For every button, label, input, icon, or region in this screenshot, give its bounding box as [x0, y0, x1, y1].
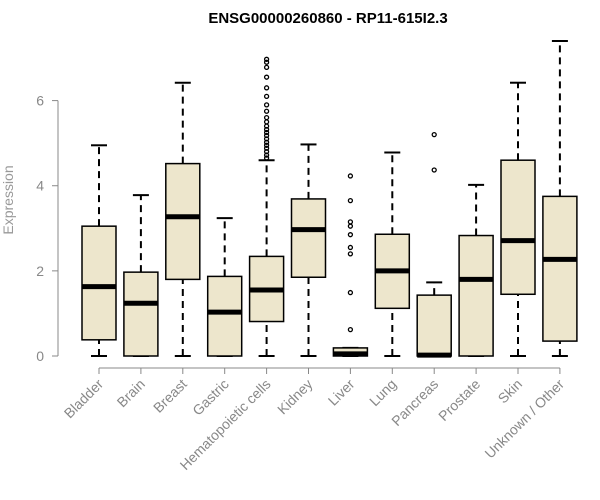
- box-liver: [332, 173, 369, 357]
- outlier-point: [347, 197, 354, 204]
- outlier-point: [431, 131, 437, 138]
- outlier-point: [347, 326, 354, 333]
- iqr-box: [542, 195, 578, 342]
- y-axis: 0 2 4 6: [36, 93, 59, 364]
- outlier-point: [347, 173, 354, 179]
- outlier-point: [263, 142, 270, 148]
- box-brain: [123, 194, 159, 357]
- outlier-point: [263, 102, 270, 108]
- x-tick-label: Bladder: [61, 376, 107, 422]
- x-tick-label: Prostate: [435, 376, 483, 424]
- outlier-point: [263, 155, 270, 161]
- y-tick-label: 2: [36, 263, 44, 279]
- box-breast: [165, 81, 201, 357]
- outlier-point: [263, 59, 270, 65]
- chart-title: ENSG00000260860 - RP11-615I2.3: [208, 10, 447, 27]
- outlier-point: [347, 219, 354, 225]
- x-tick-label: Unknown / Other: [481, 376, 567, 462]
- outlier-point: [347, 232, 354, 238]
- outlier-point: [347, 251, 354, 257]
- box-hematopoietic-cells: [248, 56, 285, 357]
- box-series: [81, 40, 578, 358]
- outlier-point: [347, 244, 354, 251]
- outlier-point: [263, 129, 270, 136]
- outlier-point: [263, 64, 270, 71]
- outlier-point: [263, 93, 270, 99]
- box-prostate: [458, 183, 494, 357]
- box-kidney: [290, 143, 327, 357]
- iqr-box: [81, 225, 117, 341]
- box-unknown-other: [542, 40, 578, 357]
- iqr-box: [416, 294, 452, 357]
- outlier-point: [347, 223, 354, 229]
- outlier-point: [431, 167, 437, 173]
- outlier-point: [263, 123, 270, 129]
- iqr-box: [458, 234, 494, 357]
- box-lung: [374, 151, 411, 357]
- x-tick-label: Brain: [114, 376, 148, 410]
- outlier-point: [263, 56, 270, 62]
- iqr-box: [206, 275, 243, 357]
- outlier-point: [263, 119, 270, 125]
- box-bladder: [81, 144, 117, 357]
- iqr-box: [500, 159, 536, 296]
- iqr-box: [290, 198, 327, 278]
- x-tick-label: Pancreas: [388, 376, 441, 429]
- iqr-box: [165, 162, 201, 281]
- y-tick-label: 0: [36, 348, 44, 364]
- y-tick-label: 6: [36, 93, 44, 109]
- x-tick-label: Kidney: [274, 376, 316, 418]
- y-axis-label: Expression: [0, 165, 16, 234]
- outlier-point: [263, 114, 270, 121]
- outlier-point: [263, 132, 270, 139]
- outlier-point: [347, 289, 354, 296]
- outlier-point: [263, 145, 270, 151]
- box-gastric: [206, 217, 243, 357]
- y-tick-label: 4: [36, 178, 44, 194]
- box-pancreas: [416, 131, 452, 358]
- x-tick-label: Liver: [325, 376, 358, 409]
- box-skin: [500, 81, 536, 357]
- x-tick-label: Skin: [495, 376, 526, 407]
- iqr-box: [123, 271, 159, 357]
- outlier-point: [263, 74, 270, 80]
- outlier-point: [263, 108, 270, 114]
- x-tick-label: Breast: [150, 376, 190, 416]
- outlier-point: [263, 85, 270, 91]
- x-tick-label: Lung: [366, 376, 399, 409]
